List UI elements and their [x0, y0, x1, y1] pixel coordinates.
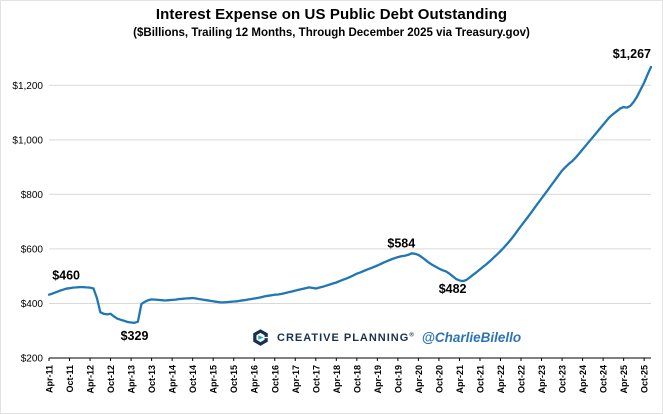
x-tick-label: Apr-20 [414, 365, 424, 394]
x-tick-label: Apr-18 [332, 365, 342, 394]
x-tick-label: Oct-18 [352, 365, 362, 393]
interest-expense-line [47, 65, 653, 324]
x-tick-label: Oct-16 [270, 365, 280, 393]
y-tick-label: $600 [21, 244, 44, 255]
x-tick-label: Oct-21 [475, 365, 485, 393]
charliebilello-handle: @CharlieBilello [421, 330, 522, 345]
y-tick-label: $800 [21, 190, 44, 201]
x-tick-label: Apr-23 [537, 365, 547, 394]
x-tick-label: Oct-22 [517, 365, 527, 393]
x-tick-label: Oct-15 [229, 365, 239, 393]
x-tick-label: Apr-25 [619, 365, 629, 394]
x-tick-label: Oct-20 [434, 365, 444, 393]
x-tick-label: Apr-11 [45, 365, 55, 393]
x-tick-label: Apr-14 [168, 365, 178, 394]
x-tick-label: Apr-24 [578, 365, 588, 394]
x-tick-label: Oct-11 [65, 365, 75, 393]
data-point-label: $584 [387, 236, 415, 250]
creative-planning-logo-icon [251, 328, 270, 347]
x-tick-label: Apr-22 [496, 365, 506, 394]
data-point-label: $482 [439, 282, 467, 296]
creative-planning-wordmark: CREATIVE PLANNING® [277, 331, 415, 344]
x-tick-label: Apr-19 [373, 365, 383, 394]
chart-subtitle: ($Billions, Trailing 12 Months, Through … [133, 27, 530, 39]
x-tick-label: Apr-12 [86, 365, 96, 394]
x-tick-label: Oct-17 [311, 365, 321, 393]
x-tick-label: Oct-12 [106, 365, 116, 393]
data-point-label: $1,267 [613, 47, 651, 61]
x-tick-label: Oct-23 [558, 365, 568, 393]
watermark: CREATIVE PLANNING® @CharlieBilello [251, 328, 521, 347]
y-tick-label: $1,200 [12, 81, 43, 92]
x-tick-label: Oct-19 [393, 365, 403, 393]
y-tick-label: $1,000 [12, 135, 43, 146]
x-tick-label: Apr-13 [127, 365, 137, 394]
x-tick-label: Apr-21 [455, 365, 465, 394]
data-point-label: $329 [121, 329, 149, 343]
x-tick-label: Oct-14 [188, 365, 198, 393]
registered-mark: ® [409, 331, 415, 338]
y-tick-label: $400 [21, 299, 44, 310]
x-tick-label: Oct-13 [147, 365, 157, 393]
data-point-label: $460 [52, 269, 80, 283]
chart-title: Interest Expense on US Public Debt Outst… [155, 6, 508, 23]
x-tick-label: Apr-16 [250, 365, 260, 394]
y-tick-label: $200 [21, 354, 44, 365]
x-tick-label: Oct-24 [599, 365, 609, 393]
x-tick-label: Oct-25 [640, 365, 650, 393]
x-tick-label: Apr-17 [291, 365, 301, 394]
x-tick-label: Apr-15 [209, 365, 219, 394]
